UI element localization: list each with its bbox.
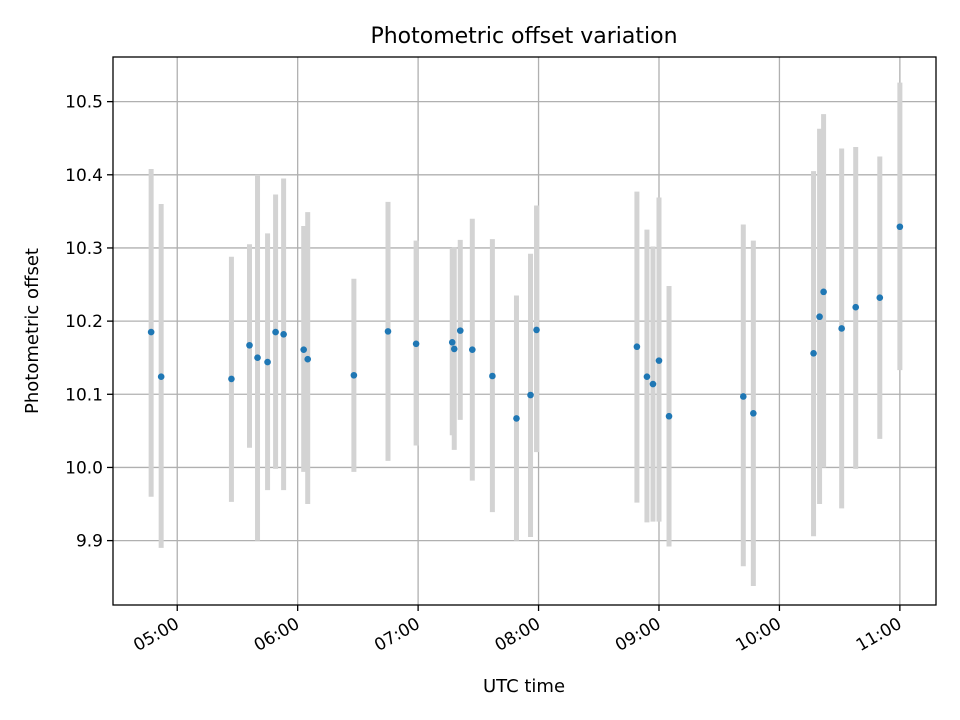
error-bars (148, 82, 903, 586)
data-point (816, 313, 823, 321)
x-tick-label: 10:00 (732, 614, 784, 656)
data-point (450, 345, 458, 353)
data-point (655, 357, 663, 364)
data-point (469, 346, 476, 353)
y-tick-label: 10.4 (65, 166, 103, 186)
data-point (384, 328, 392, 335)
data-point (533, 326, 540, 334)
x-tick-label: 11:00 (853, 614, 905, 656)
data-point (852, 303, 860, 311)
y-tick-label: 10.0 (65, 458, 103, 478)
data-point (820, 288, 827, 296)
x-tick-label: 06:00 (251, 614, 303, 656)
plot-frame (112, 56, 937, 606)
data-point (350, 371, 358, 379)
y-tick-label: 10.5 (65, 93, 103, 113)
data-point (228, 375, 235, 383)
x-tick-label: 05:00 (130, 614, 182, 656)
x-axis-label: UTC time (483, 676, 565, 697)
data-point (157, 373, 165, 381)
data-point (264, 358, 271, 366)
x-axis: 05:00 06:00 07:00 08:00 09:00 10:00 11:00 (130, 605, 905, 656)
data-point (272, 328, 279, 336)
data-point (665, 412, 673, 420)
data-point (300, 346, 307, 353)
data-point (412, 340, 420, 348)
data-point (254, 354, 261, 362)
data-point (739, 393, 747, 400)
data-point (280, 330, 287, 338)
data-point (896, 223, 904, 231)
data-point (147, 328, 155, 336)
data-point (838, 325, 845, 332)
y-tick-label: 9.9 (76, 532, 103, 552)
x-tick-label: 08:00 (492, 614, 544, 656)
data-point (448, 339, 456, 346)
data-point (750, 410, 757, 417)
data-point (527, 391, 534, 399)
data-point (876, 294, 884, 302)
data-point (489, 372, 496, 380)
data-point (246, 341, 253, 349)
data-point (643, 373, 651, 381)
x-tick-label: 07:00 (371, 614, 423, 656)
y-axis: 9.9 10.0 10.1 10.2 10.3 10.4 10.5 (65, 93, 113, 552)
y-tick-label: 10.2 (65, 312, 103, 332)
chart-title: Photometric offset variation (370, 24, 677, 49)
x-tick-label: 09:00 (612, 614, 664, 656)
data-point (649, 380, 657, 388)
y-axis-label: Photometric offset (22, 248, 43, 414)
data-point (304, 355, 312, 363)
y-tick-label: 10.1 (65, 385, 103, 405)
data-point (633, 343, 641, 351)
data-point (810, 350, 817, 357)
data-point (456, 327, 464, 334)
data-point (513, 415, 520, 422)
y-tick-label: 10.3 (65, 239, 103, 259)
data-points (147, 223, 904, 422)
